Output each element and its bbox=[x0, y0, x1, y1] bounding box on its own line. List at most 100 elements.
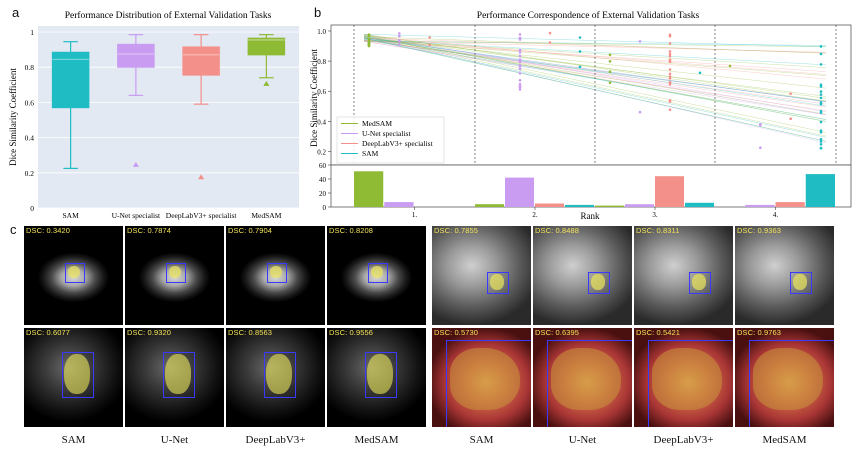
rank-point bbox=[548, 41, 552, 44]
bounding-box bbox=[547, 340, 632, 427]
dsc-score-label: DSC: 0.6077 bbox=[26, 328, 71, 337]
rank-point bbox=[819, 120, 823, 124]
rank-xlabel: Rank bbox=[581, 211, 600, 221]
rank-point bbox=[518, 51, 522, 54]
bounding-box bbox=[368, 263, 388, 283]
segmentation-tile: DSC: 0.7874 bbox=[125, 226, 224, 325]
rank-ylabel: Dice Similarity Coefficient bbox=[309, 49, 319, 147]
y-tick-label: 0.6 bbox=[317, 88, 326, 96]
bounding-box bbox=[264, 352, 296, 398]
rank-count-bar bbox=[775, 202, 805, 207]
legend-entry: U-Net specialist bbox=[362, 129, 411, 138]
segmentation-mask bbox=[64, 354, 90, 394]
dsc-score-label: DSC: 0.3420 bbox=[26, 226, 71, 235]
rank-tick-label: 2. bbox=[532, 211, 538, 219]
rank-point bbox=[819, 129, 823, 132]
rank-point bbox=[759, 146, 762, 150]
segmentation-tile: DSC: 0.5730 bbox=[432, 328, 531, 427]
panel-label-c: c bbox=[10, 222, 17, 237]
rank-point bbox=[578, 50, 582, 53]
rank-count-bar bbox=[685, 202, 714, 207]
rank-point bbox=[638, 40, 642, 43]
dsc-score-label: DSC: 0.6395 bbox=[535, 328, 580, 337]
segmentation-tile: DSC: 0.6077 bbox=[24, 328, 123, 427]
y-tick-label: 1.0 bbox=[317, 28, 326, 36]
x-tick-label: SAM bbox=[62, 211, 79, 220]
rank-point bbox=[698, 71, 702, 75]
boxplot-title: Performance Distribution of External Val… bbox=[65, 10, 272, 21]
column-label: SAM bbox=[469, 434, 494, 446]
rank-point bbox=[518, 60, 522, 64]
rank-point bbox=[789, 92, 792, 95]
box-iqr bbox=[247, 37, 286, 56]
dsc-score-label: DSC: 0.8311 bbox=[636, 226, 680, 235]
rank-point bbox=[608, 60, 612, 63]
column-label: U-Net bbox=[160, 434, 189, 446]
rank-count-bar bbox=[595, 205, 624, 207]
legend-box bbox=[336, 116, 445, 164]
rank-count-bar bbox=[745, 204, 775, 207]
rank-point bbox=[638, 110, 642, 114]
rank-point bbox=[819, 90, 823, 93]
bounding-box bbox=[446, 340, 531, 427]
rank-point bbox=[789, 117, 792, 120]
segmentation-tile: DSC: 0.6395 bbox=[533, 328, 632, 427]
rank-point bbox=[518, 85, 522, 89]
rank-chart: Performance Correspondence of External V… bbox=[309, 10, 852, 221]
dsc-score-label: DSC: 0.8488 bbox=[535, 226, 580, 235]
correspondence-line bbox=[363, 36, 827, 54]
dsc-score-label: DSC: 0.7874 bbox=[127, 226, 172, 235]
segmentation-tile: DSC: 0.8488 bbox=[533, 226, 632, 325]
segmentation-mask bbox=[367, 354, 393, 394]
bounding-box bbox=[163, 352, 195, 398]
column-label: DeepLabV3+ bbox=[653, 434, 714, 446]
rank-point bbox=[398, 39, 401, 43]
segmentation-mask bbox=[68, 266, 80, 278]
dsc-score-label: DSC: 0.9556 bbox=[329, 328, 374, 337]
rank-point bbox=[367, 40, 371, 44]
correspondence-line bbox=[363, 41, 827, 112]
segmentation-mask bbox=[490, 274, 504, 290]
rank-point bbox=[518, 54, 522, 58]
outlier-marker bbox=[198, 174, 205, 180]
rank-point bbox=[398, 34, 401, 38]
segmentation-tile: DSC: 0.9763 bbox=[735, 328, 834, 427]
column-label: U-Net bbox=[568, 434, 597, 446]
rank-point bbox=[668, 83, 672, 86]
segmentation-tile: DSC: 0.7904 bbox=[226, 226, 325, 325]
segmentation-mask bbox=[753, 348, 823, 410]
correspondence-line bbox=[363, 40, 827, 48]
rank-point bbox=[398, 32, 401, 35]
bounding-box bbox=[749, 340, 834, 427]
rank-point bbox=[759, 122, 762, 126]
rank-point bbox=[668, 42, 672, 45]
rank-point bbox=[668, 72, 672, 76]
correspondence-line bbox=[363, 34, 827, 48]
correspondence-line bbox=[363, 36, 827, 107]
legend-entry: MedSAM bbox=[362, 119, 392, 128]
box-sam bbox=[51, 41, 90, 169]
count-tick-label: 20 bbox=[319, 190, 327, 198]
rank-point bbox=[578, 36, 582, 39]
y-tick-label: 0.2 bbox=[317, 148, 326, 156]
y-tick-label: 0.4 bbox=[317, 118, 326, 126]
segmentation-mask bbox=[652, 348, 722, 410]
correspondence-line bbox=[363, 37, 827, 115]
rank-point bbox=[518, 88, 522, 91]
box-iqr bbox=[51, 51, 90, 109]
bounding-box bbox=[365, 352, 397, 398]
rank-point bbox=[518, 37, 522, 40]
bounding-box bbox=[166, 263, 186, 283]
panel-label-a: a bbox=[12, 5, 20, 20]
rank-point bbox=[608, 81, 612, 85]
y-tick-label: 0.8 bbox=[317, 58, 326, 66]
rank-count-bar bbox=[805, 174, 835, 207]
y-tick-label: 0.2 bbox=[25, 169, 35, 178]
box-iqr bbox=[182, 46, 220, 76]
boxplot-chart: Performance Distribution of External Val… bbox=[8, 10, 299, 220]
legend-entry: SAM bbox=[362, 149, 379, 158]
box-deeplabv3-specialist bbox=[182, 34, 220, 180]
rank-lower-frame bbox=[330, 164, 852, 208]
dsc-score-label: DSC: 0.5421 bbox=[636, 328, 681, 337]
boxplot-ylabel: Dice Similarity Coefficient bbox=[8, 68, 18, 166]
